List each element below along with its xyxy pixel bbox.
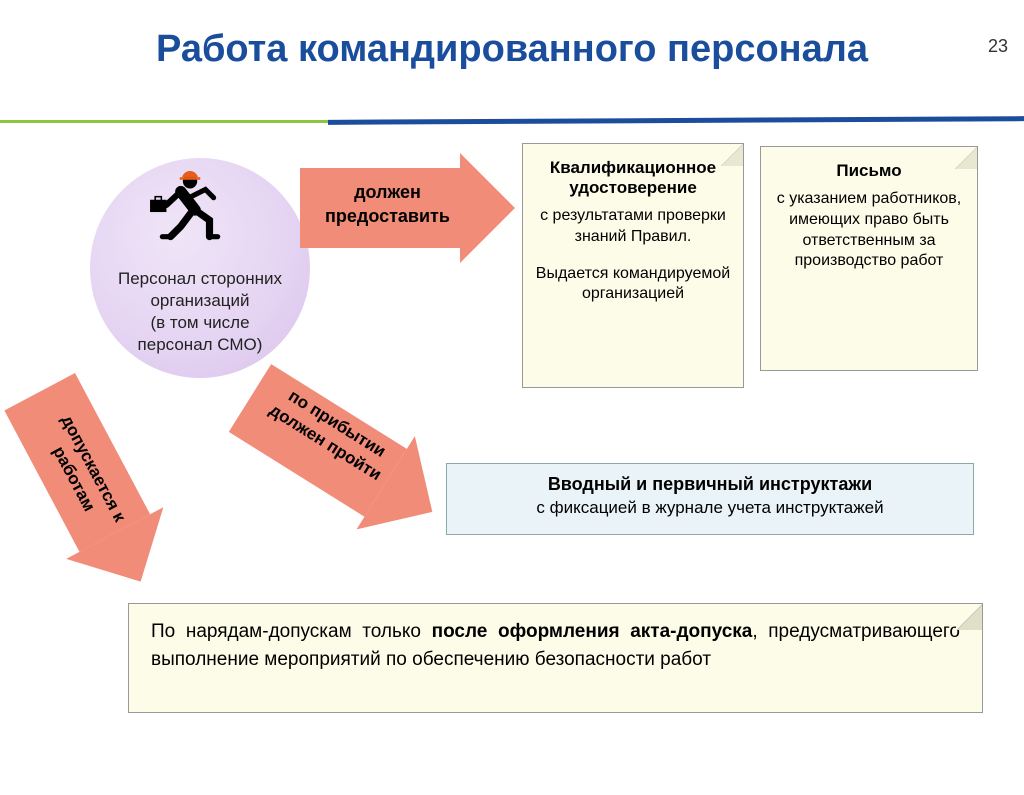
- folded-corner-icon: [721, 144, 743, 166]
- arrow-must-provide: должен предоставить: [300, 168, 515, 248]
- bottom-bold: после оформления акта-допуска: [432, 621, 753, 642]
- briefings-line1: Вводный и первичный инструктажи: [447, 474, 973, 495]
- note2-body: с указанием работников, имеющих право бы…: [771, 189, 967, 272]
- note2-title: Письмо: [769, 161, 969, 181]
- content-area: Персонал сторонних организаций (в том чи…: [0, 133, 1024, 795]
- page-number: 23: [988, 36, 1008, 57]
- folded-corner-icon: [955, 147, 977, 169]
- running-person-icon: [148, 169, 230, 251]
- circle-label: Персонал сторонних организаций (в том чи…: [95, 268, 305, 356]
- note1-body2: Выдается командируемой организацией: [533, 264, 733, 306]
- note-qualification: Квалификационное удостоверение с результ…: [522, 143, 744, 388]
- note1-body1: с результатами проверки знаний Правил.: [533, 206, 733, 248]
- arrow-on-arrival: по прибытии должен пройти: [229, 364, 454, 546]
- slide-title: Работа командированного персонала: [0, 28, 1024, 71]
- arrow-admitted: допускается к работам: [4, 373, 176, 600]
- briefings-line2: с фиксацией в журнале учета инструктажей: [447, 498, 973, 518]
- folded-corner-icon: [956, 604, 982, 630]
- divider-line: [0, 118, 1024, 124]
- permit-box: По нарядам-допускам только после оформле…: [128, 603, 983, 713]
- briefings-box: Вводный и первичный инструктажи с фиксац…: [446, 463, 974, 535]
- note1-title: Квалификационное удостоверение: [531, 158, 735, 198]
- note-letter: Письмо с указанием работников, имеющих п…: [760, 146, 978, 371]
- arrow1-label: должен предоставить: [310, 180, 465, 229]
- bottom-prefix: По нарядам-допускам только: [151, 621, 432, 642]
